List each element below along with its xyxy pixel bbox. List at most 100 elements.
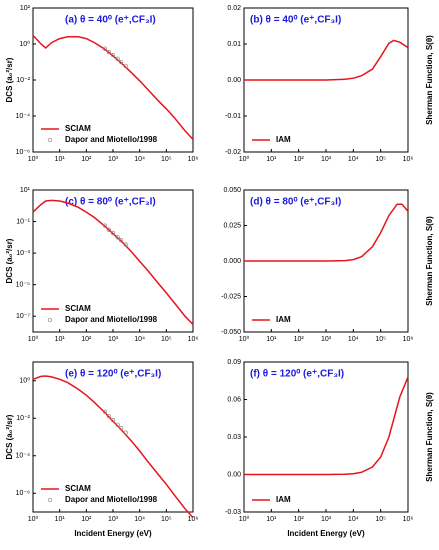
x-tick-label: 10⁴ [348,336,359,343]
x-tick-label: 10⁴ [348,156,359,163]
y-tick-label: -0.02 [225,149,241,156]
x-tick-label: 10³ [321,336,332,343]
y-tick-label: 0.06 [227,396,241,403]
y-tick-label: -0.050 [221,329,241,336]
y-tick-label: 10¹ [20,187,31,194]
y-tick-label: -0.03 [225,509,241,516]
x-tick-label: 10² [294,516,305,523]
data-line [32,199,194,326]
x-tick-label: 10³ [108,516,119,523]
data-point [102,223,108,228]
data-point [110,230,116,236]
legend-label: Dapor and Miotello/1998 [65,135,158,144]
data-point [110,53,116,58]
y-axis-label: Sherman Function, S(θ) [425,35,434,125]
x-tick-label: 10⁶ [188,336,199,343]
x-tick-label: 10⁴ [134,516,145,523]
legend-marker [47,497,53,503]
data-point [106,413,112,419]
x-tick-label: 10⁴ [134,336,145,343]
x-tick-label: 10³ [108,156,119,163]
data-line [244,376,409,476]
legend-label: IAM [276,315,291,324]
data-point [115,235,120,240]
data-point [118,425,124,431]
y-tick-label: 10⁻⁴ [16,113,31,120]
y-tick-label: -0.025 [221,293,241,300]
data-line [32,34,194,140]
data-point [115,56,120,61]
legend-label: IAM [276,135,291,144]
x-tick-label: 10⁰ [239,335,250,343]
y-tick-label: 0.000 [223,258,241,265]
y-tick-label: 10⁻⁵ [16,282,30,289]
x-tick-label: 10¹ [55,516,66,523]
x-tick-label: 10³ [321,156,332,163]
y-tick-label: 10⁻¹ [16,218,30,225]
data-point [118,238,124,243]
x-tick-label: 10⁰ [28,155,39,163]
x-axis-label: Incident Energy (eV) [287,529,365,538]
panel: 10⁰ 10¹ 10² 10³ 10⁴ 10⁵ 10⁶ 0.09 0.06 0.03 0.00 -0.… [225,359,434,538]
x-tick-label: 10⁵ [375,156,386,163]
panel-title: (f) θ = 120⁰ (e⁺,CF₃I) [250,369,344,380]
y-tick-label: 10⁻⁷ [16,313,30,320]
x-tick-label: 10⁶ [403,516,414,523]
y-tick-label: 10⁰ [19,40,30,48]
x-axis-label: Incident Energy (eV) [74,529,152,538]
panel: 10⁰ 10¹ 10² 10³ 10⁴ 10⁵ 10⁶ 10² 10⁰ 10⁻² 10⁻⁴ 10⁻⁶ (… [5,5,198,163]
x-tick-label: 10⁶ [188,516,199,523]
data-point [106,227,112,232]
x-tick-label: 10² [81,336,92,343]
plot-frame [243,361,409,513]
y-tick-label: 0.03 [227,434,241,441]
y-axis-label: DCS (a₀²/sr) [5,238,14,283]
panel-title: (d) θ = 80⁰ (e⁺,CF₃I) [250,197,341,208]
y-tick-label: 0.025 [223,222,241,229]
y-tick-label: -0.01 [225,113,241,120]
y-tick-label: 0.02 [227,5,241,12]
y-tick-label: 10⁻² [16,415,30,422]
panel-title: (a) θ = 40⁰ (e⁺,CF₃I) [65,15,156,26]
x-tick-label: 10¹ [55,156,66,163]
y-axis-label: Sherman Function, S(θ) [425,216,434,306]
data-point [123,242,128,247]
panel: 10⁰ 10¹ 10² 10³ 10⁴ 10⁵ 10⁶ 0.050 0.025 0.000 -0.0… [221,187,434,343]
x-tick-label: 10² [294,156,305,163]
data-point [110,417,116,423]
y-tick-label: 10⁻⁴ [16,453,31,460]
data-point [123,63,128,69]
data-line [32,375,194,519]
legend-marker [47,317,53,323]
x-tick-label: 10⁴ [134,156,145,163]
panel-title: (c) θ = 80⁰ (e⁺,CF₃I) [65,197,156,208]
x-tick-label: 10² [81,516,92,523]
y-tick-label: 10⁰ [19,377,30,385]
y-tick-label: 10⁻⁶ [16,149,30,156]
x-tick-label: 10⁵ [375,336,386,343]
x-tick-label: 10³ [321,516,332,523]
panel: 10⁰ 10¹ 10² 10³ 10⁴ 10⁵ 10⁶ 10⁰ 10⁻² 10⁻⁴ 10⁻⁶ (e) … [5,361,199,538]
legend-marker [47,137,53,143]
x-tick-label: 10⁰ [239,155,250,163]
x-tick-label: 10⁵ [375,516,386,523]
y-tick-label: 10² [20,5,31,12]
legend-label: SCIAM [65,304,91,313]
y-axis-label: DCS (a₀²/sr) [5,414,14,459]
y-axis-label: DCS (a₀²/sr) [5,57,14,102]
x-tick-label: 10¹ [266,156,277,163]
x-tick-label: 10² [81,156,92,163]
y-tick-label: 10⁻³ [16,250,30,257]
data-point [102,46,108,51]
x-tick-label: 10⁵ [161,156,172,163]
y-tick-label: 0.050 [223,187,241,194]
y-tick-label: 0.00 [227,77,241,84]
panel-title: (b) θ = 40⁰ (e⁺,CF₃I) [250,15,341,26]
legend-label: Dapor and Miotello/1998 [65,315,158,324]
legend-label: SCIAM [65,484,91,493]
x-tick-label: 10² [294,336,305,343]
x-tick-label: 10⁰ [28,515,39,523]
panel-title: (e) θ = 120⁰ (e⁺,CF₃I) [65,369,161,380]
legend-label: IAM [276,495,291,504]
